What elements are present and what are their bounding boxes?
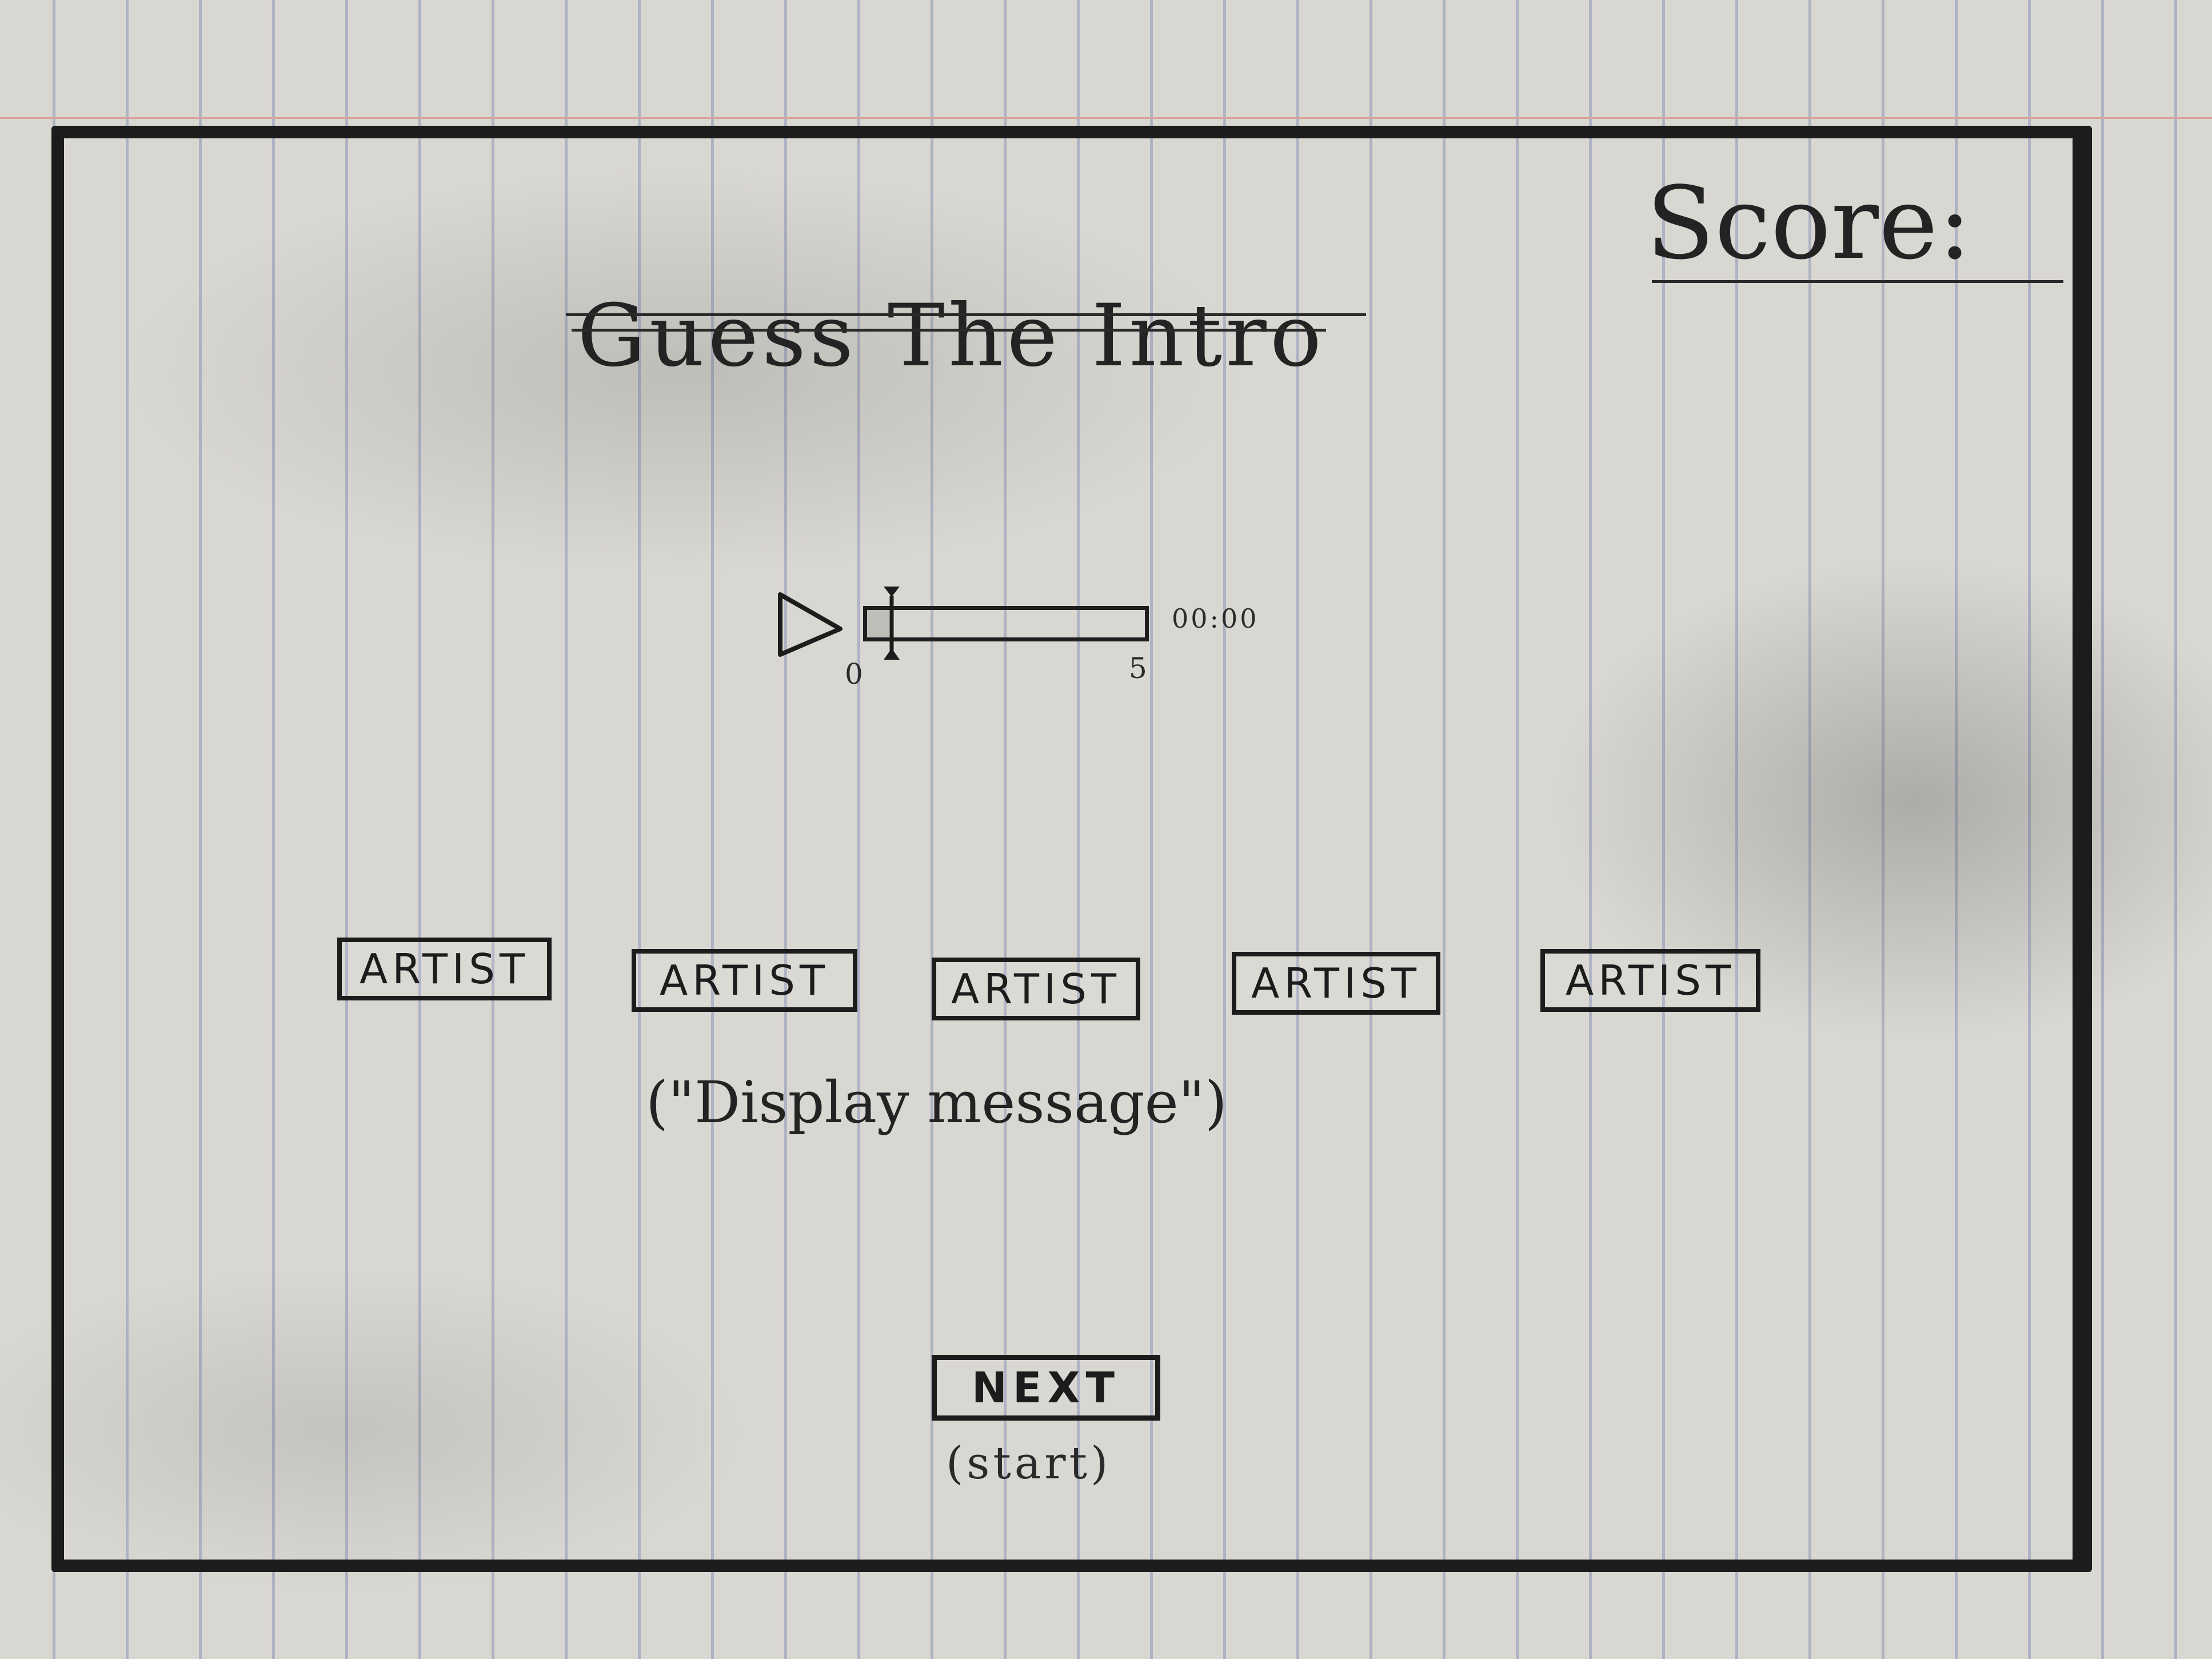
score-label: Score:: [1646, 166, 1972, 282]
progress-handle[interactable]: [880, 583, 903, 663]
next-button-sublabel: (start): [946, 1438, 1112, 1489]
app-window-frame: [51, 126, 2092, 1572]
paper-margin-line: [0, 117, 2212, 119]
page-title: Guess The Intro: [577, 286, 1325, 386]
play-icon: [778, 592, 843, 657]
display-message: ("Display message"): [646, 1069, 1227, 1136]
answer-button-1[interactable]: ARTIST: [337, 938, 552, 1000]
progress-fill: [867, 610, 889, 637]
score-underline: [1652, 280, 2063, 283]
time-display: 00:00: [1172, 603, 1259, 634]
answer-button-3[interactable]: ARTIST: [932, 958, 1140, 1020]
title-underline: [566, 313, 1366, 316]
range-end-label: 5: [1129, 652, 1147, 685]
title-underline-second: [572, 329, 1326, 332]
answer-button-2[interactable]: ARTIST: [632, 949, 857, 1012]
answer-button-4[interactable]: ARTIST: [1232, 952, 1440, 1015]
progress-bar[interactable]: [863, 606, 1149, 641]
play-button[interactable]: [774, 589, 849, 657]
next-button[interactable]: NEXT: [932, 1355, 1160, 1421]
range-start-label: 0: [845, 657, 863, 691]
scrubber-icon: [884, 587, 900, 660]
answer-button-5[interactable]: ARTIST: [1540, 949, 1760, 1012]
